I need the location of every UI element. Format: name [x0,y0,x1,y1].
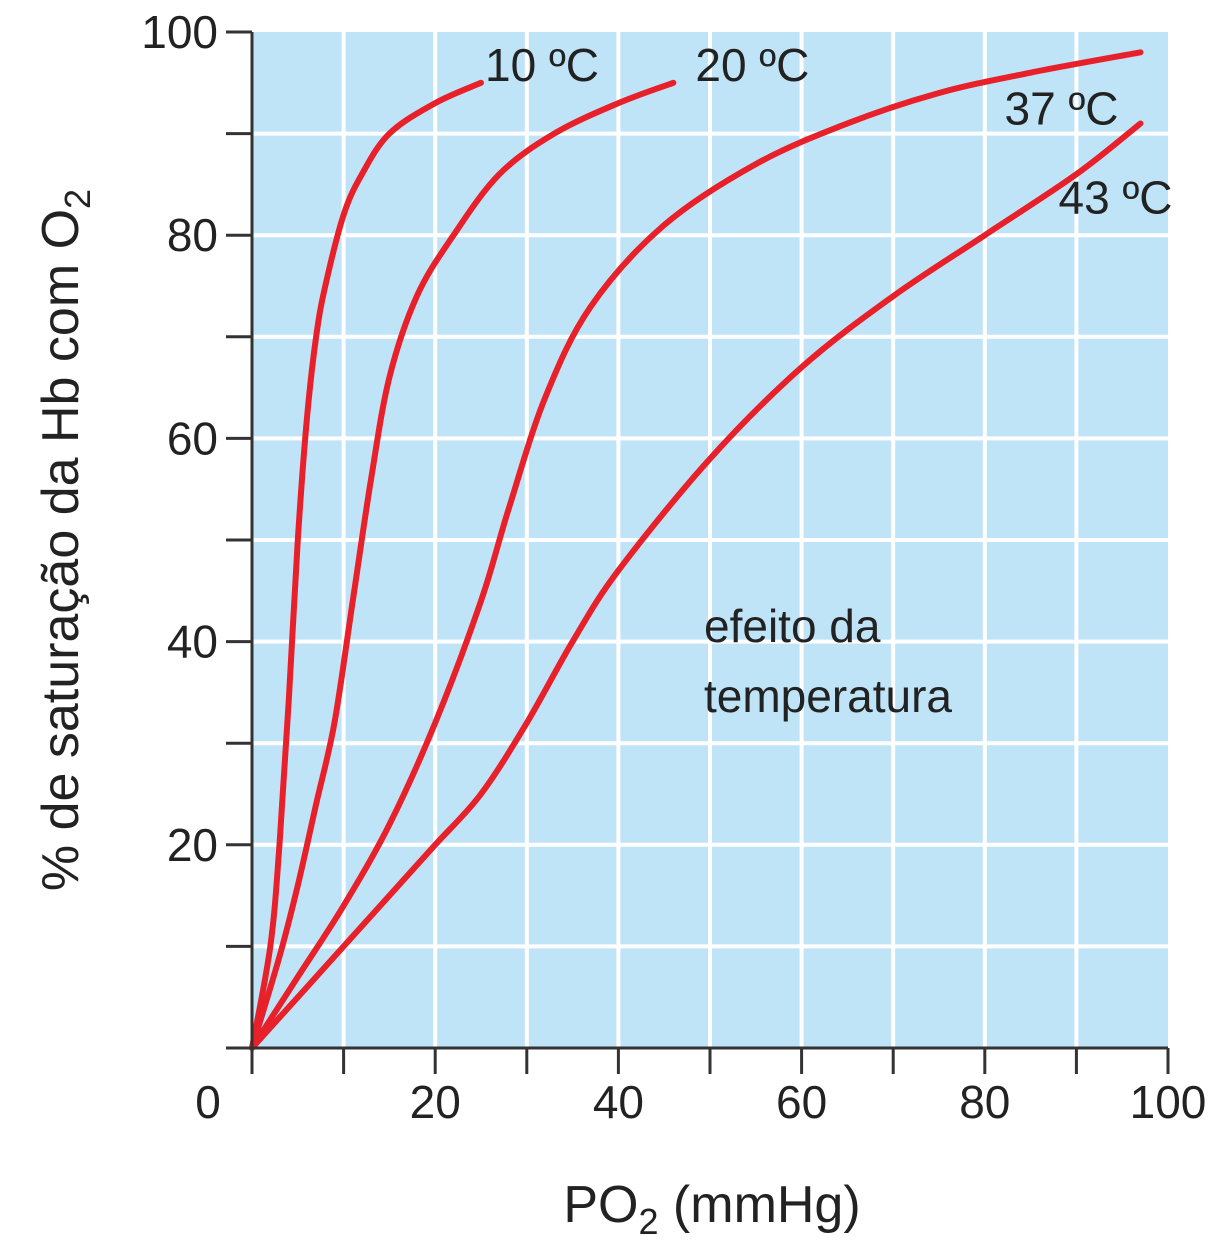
series-line-3 [249,49,1144,1051]
y-tick-label: 80 [167,209,218,261]
x-tick-label: 100 [1130,1076,1207,1128]
x-axis-title: PO2 (mmHg) [563,1176,860,1240]
series-line-1 [249,79,484,1051]
series-line-4 [249,120,1144,1051]
grid [252,32,1168,1048]
series-label-2: 20 ºC [695,39,809,91]
x-tick-label: 80 [959,1076,1010,1128]
x-tick-label: 60 [776,1076,827,1128]
series-label-3: 37 ºC [1005,82,1119,134]
series-label-1: 10 ºC [485,39,599,91]
series-label-4: 43 ºC [1059,171,1173,223]
curves [249,49,1144,1051]
y-axis-title-main: % de saturação da Hb com O [32,209,90,891]
y-axis-title: % de saturação da Hb com O2 [32,189,98,891]
axes [226,30,1170,1074]
x-axis-title-sub: 2 [638,1201,658,1240]
origin-tick-label: 0 [195,1076,221,1128]
x-tick-label: 40 [593,1076,644,1128]
y-tick-label: 100 [141,6,218,58]
annotation-line-2: temperatura [704,670,952,722]
labels: 20 40 60 80 100 0 20 40 60 80 100 10 ºC 20 ºC 37 ºC 43… [141,6,1206,1128]
annotation-line-1: efeito da [704,600,881,652]
x-axis-title-rest: (mmHg) [658,1176,860,1234]
x-tick-label: 20 [410,1076,461,1128]
y-tick-label: 40 [167,616,218,668]
x-axis-title-main: PO [563,1176,638,1234]
y-tick-label: 60 [167,412,218,464]
series-line-2 [249,79,677,1051]
y-tick-label: 20 [167,819,218,871]
y-axis-title-sub: 2 [57,189,98,209]
